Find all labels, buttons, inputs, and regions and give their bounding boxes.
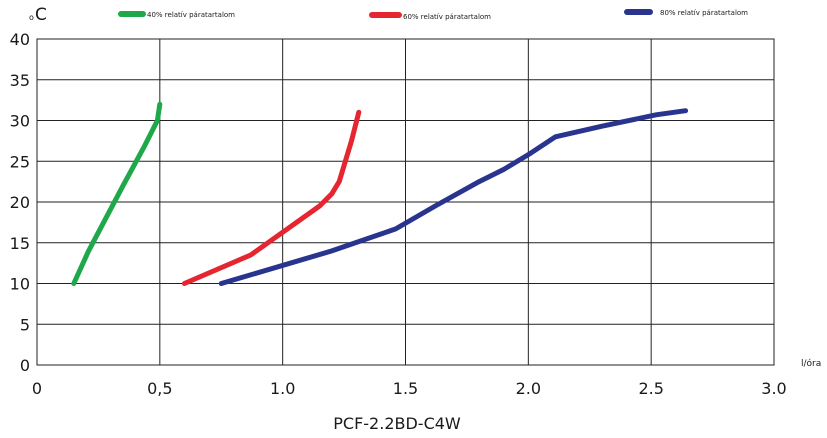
y-tick-label: 40: [10, 30, 30, 49]
y-tick-label: 25: [10, 152, 30, 171]
x-axis-label: l/óra: [801, 358, 821, 369]
y-tick-label: 10: [10, 275, 30, 294]
series-lines: [71, 101, 689, 286]
legend-label-60: 60% relatív páratartalom: [403, 13, 491, 21]
series-line-80: [218, 108, 689, 286]
y-axis-label-prefix: o: [29, 13, 34, 22]
y-tick-label: 0: [20, 356, 30, 375]
y-tick-label: 35: [10, 71, 30, 90]
x-tick-label: 0: [32, 379, 42, 398]
legend-label-80: 80% relatív páratartalom: [660, 9, 748, 17]
gridlines: [37, 39, 774, 365]
x-tick-label: 1.5: [393, 379, 418, 398]
x-tick-label: 3.0: [761, 379, 786, 398]
y-tick-label: 5: [20, 315, 30, 334]
legend: 40% relatív páratartalom 60% relatív pár…: [118, 9, 748, 21]
legend-item-80: 80% relatív páratartalom: [624, 9, 748, 17]
chart-title: PCF-2.2BD-C4W: [333, 414, 461, 433]
x-tick-label: 2.0: [516, 379, 541, 398]
series-line-60: [181, 109, 362, 286]
legend-item-60: 60% relatív páratartalom: [369, 12, 491, 21]
legend-item-40: 40% relatív páratartalom: [118, 11, 235, 19]
x-tick-label: 2.5: [638, 379, 663, 398]
y-tick-label: 20: [10, 193, 30, 212]
series-line-40: [71, 101, 163, 286]
x-tick-label: 0,5: [147, 379, 172, 398]
y-tick-labels: 0 5 10 15 20 25 30 35 40: [10, 30, 30, 375]
y-tick-label: 15: [10, 234, 30, 253]
x-tick-labels: 0 0,5 1.0 1.5 2.0 2.5 3.0: [32, 379, 787, 398]
legend-label-40: 40% relatív páratartalom: [147, 11, 235, 19]
y-axis-label: C: [35, 5, 47, 25]
x-tick-label: 1.0: [270, 379, 295, 398]
y-tick-label: 30: [10, 112, 30, 131]
